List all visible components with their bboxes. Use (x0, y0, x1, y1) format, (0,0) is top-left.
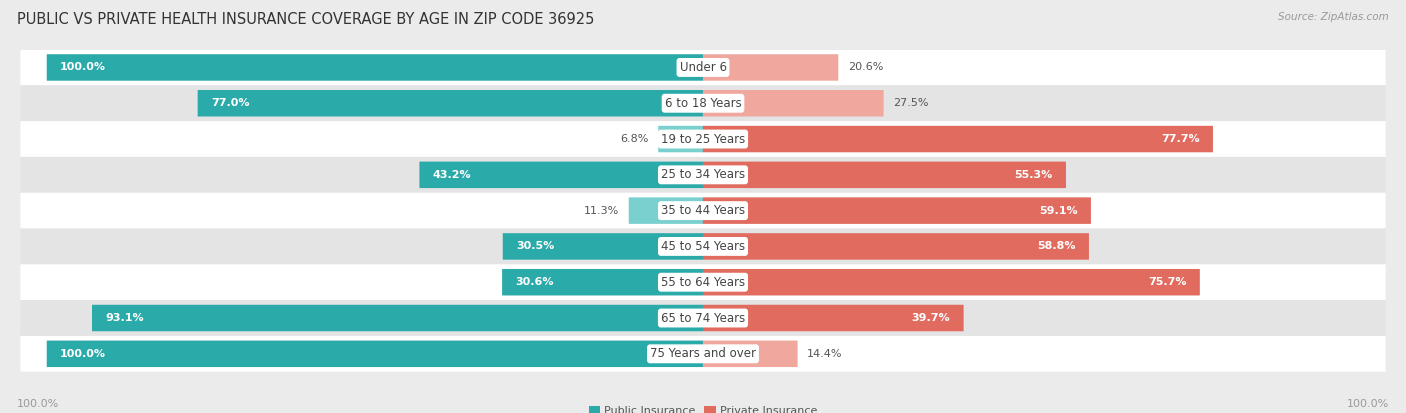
Text: 100.0%: 100.0% (60, 62, 105, 72)
FancyBboxPatch shape (703, 54, 838, 81)
Text: 20.6%: 20.6% (848, 62, 883, 72)
Text: 27.5%: 27.5% (893, 98, 929, 108)
Text: 93.1%: 93.1% (105, 313, 143, 323)
Text: 43.2%: 43.2% (433, 170, 471, 180)
FancyBboxPatch shape (46, 54, 703, 81)
FancyBboxPatch shape (20, 157, 1386, 193)
Text: 77.0%: 77.0% (211, 98, 249, 108)
Text: 6.8%: 6.8% (620, 134, 648, 144)
Text: 100.0%: 100.0% (17, 399, 59, 409)
Text: 75 Years and over: 75 Years and over (650, 347, 756, 360)
FancyBboxPatch shape (20, 50, 1386, 85)
Text: 100.0%: 100.0% (60, 349, 105, 359)
FancyBboxPatch shape (20, 228, 1386, 264)
FancyBboxPatch shape (20, 121, 1386, 157)
FancyBboxPatch shape (703, 197, 1091, 224)
FancyBboxPatch shape (703, 90, 883, 116)
Text: 77.7%: 77.7% (1161, 134, 1199, 144)
Text: 75.7%: 75.7% (1149, 277, 1187, 287)
Text: 25 to 34 Years: 25 to 34 Years (661, 169, 745, 181)
FancyBboxPatch shape (503, 233, 703, 260)
Text: 35 to 44 Years: 35 to 44 Years (661, 204, 745, 217)
Text: 39.7%: 39.7% (911, 313, 950, 323)
Text: 45 to 54 Years: 45 to 54 Years (661, 240, 745, 253)
Text: 55 to 64 Years: 55 to 64 Years (661, 276, 745, 289)
Text: 14.4%: 14.4% (807, 349, 842, 359)
Text: 11.3%: 11.3% (583, 206, 619, 216)
Text: Under 6: Under 6 (679, 61, 727, 74)
FancyBboxPatch shape (198, 90, 703, 116)
FancyBboxPatch shape (628, 197, 703, 224)
Text: 65 to 74 Years: 65 to 74 Years (661, 311, 745, 325)
Text: 58.8%: 58.8% (1038, 242, 1076, 252)
Text: 19 to 25 Years: 19 to 25 Years (661, 133, 745, 145)
FancyBboxPatch shape (20, 85, 1386, 121)
FancyBboxPatch shape (20, 264, 1386, 300)
Legend: Public Insurance, Private Insurance: Public Insurance, Private Insurance (583, 401, 823, 413)
Text: 100.0%: 100.0% (1347, 399, 1389, 409)
FancyBboxPatch shape (658, 126, 703, 152)
FancyBboxPatch shape (703, 305, 963, 331)
FancyBboxPatch shape (419, 161, 703, 188)
FancyBboxPatch shape (703, 161, 1066, 188)
Text: 30.5%: 30.5% (516, 242, 554, 252)
FancyBboxPatch shape (20, 300, 1386, 336)
Text: 30.6%: 30.6% (516, 277, 554, 287)
FancyBboxPatch shape (703, 341, 797, 367)
FancyBboxPatch shape (502, 269, 703, 295)
Text: Source: ZipAtlas.com: Source: ZipAtlas.com (1278, 12, 1389, 22)
FancyBboxPatch shape (20, 193, 1386, 228)
Text: 6 to 18 Years: 6 to 18 Years (665, 97, 741, 110)
FancyBboxPatch shape (46, 341, 703, 367)
FancyBboxPatch shape (703, 269, 1199, 295)
FancyBboxPatch shape (703, 233, 1088, 260)
FancyBboxPatch shape (91, 305, 703, 331)
FancyBboxPatch shape (20, 336, 1386, 372)
Text: PUBLIC VS PRIVATE HEALTH INSURANCE COVERAGE BY AGE IN ZIP CODE 36925: PUBLIC VS PRIVATE HEALTH INSURANCE COVER… (17, 12, 595, 27)
Text: 59.1%: 59.1% (1039, 206, 1077, 216)
Text: 55.3%: 55.3% (1015, 170, 1053, 180)
FancyBboxPatch shape (703, 126, 1213, 152)
